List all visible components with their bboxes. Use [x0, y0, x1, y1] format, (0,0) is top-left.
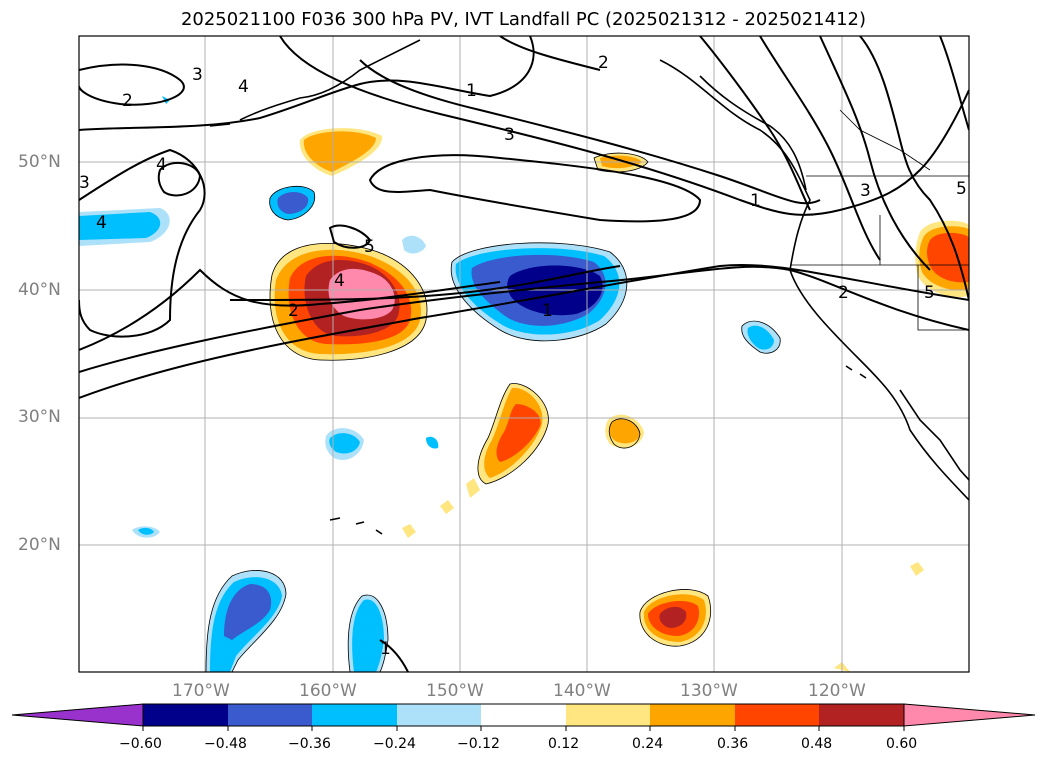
pv-label: 3 — [504, 125, 515, 145]
colorbar-tick-label: −0.48 — [204, 736, 247, 752]
pv-label: 5 — [364, 237, 375, 257]
lat-label: 20°N — [18, 535, 61, 555]
plot-area: 2 3 4 1 3 2 1 4 5 3 4 5 2 4 1 3 2 5 1 — [79, 36, 969, 672]
lon-label: 140°W — [553, 681, 611, 701]
pv-label: 1 — [542, 301, 553, 321]
colorbar-max-extend — [903, 703, 1036, 727]
colorbar-bin — [566, 704, 650, 726]
pv-label: 5 — [924, 283, 935, 303]
lon-label: 170°W — [172, 681, 230, 701]
lat-label: 40°N — [18, 280, 61, 300]
lon-label: 130°W — [680, 681, 738, 701]
pv-label: 1 — [380, 639, 391, 659]
colorbar-tick-label: −0.36 — [288, 736, 331, 752]
pv-labels: 2 3 4 1 3 2 1 4 5 3 4 5 2 4 1 3 2 5 1 — [79, 53, 967, 659]
pv-label: 2 — [122, 91, 133, 111]
pv-label: 2 — [598, 53, 609, 73]
colorbar-bin — [143, 704, 228, 726]
colorbar-bin — [481, 704, 566, 726]
ivt-outlines — [205, 152, 781, 672]
colorbar-tick-label: 0.36 — [717, 736, 749, 752]
pv-label: 1 — [750, 191, 761, 211]
colorbar-tick-label: −0.24 — [373, 736, 416, 752]
colorbar-tick-label: −0.12 — [457, 736, 500, 752]
lon-label: 150°W — [426, 681, 484, 701]
colorbar-tick-label: −0.60 — [119, 736, 162, 752]
pv-label: 4 — [156, 155, 167, 175]
colorbar-tick-label: 0.60 — [886, 736, 918, 752]
pv-label: 1 — [466, 81, 477, 101]
plot-frame — [78, 35, 970, 673]
lon-label: 160°W — [299, 681, 357, 701]
colorbar-bin — [312, 704, 397, 726]
pv-label: 3 — [79, 173, 90, 193]
pv-label: 4 — [96, 213, 107, 233]
pv-contours — [79, 36, 969, 672]
colorbar-bin — [397, 704, 481, 726]
borders — [790, 109, 969, 331]
pv-label: 5 — [956, 179, 967, 199]
pv-label: 4 — [334, 271, 345, 291]
lon-label: 120°W — [808, 681, 866, 701]
pv-label: 3 — [860, 181, 871, 201]
lat-label: 50°N — [18, 152, 61, 172]
colorbar-bin — [228, 704, 312, 726]
pv-label: 3 — [192, 65, 203, 85]
pv-label: 4 — [238, 77, 249, 97]
colorbar-tick-label: 0.24 — [632, 736, 664, 752]
pv-label: 2 — [288, 301, 299, 321]
pv-label: 2 — [838, 283, 849, 303]
colorbar-bin — [819, 704, 904, 726]
colorbar-bin — [735, 704, 819, 726]
colorbar-tick-label: 0.12 — [548, 736, 580, 752]
map-title: 2025021100 F036 300 hPa PV, IVT Landfall… — [180, 9, 867, 30]
colorbar-min-extend — [11, 703, 144, 727]
colorbar-bin — [650, 704, 735, 726]
colorbar-tick-label: 0.48 — [801, 736, 833, 752]
colorbar — [11, 703, 1036, 731]
lat-label: 30°N — [18, 407, 61, 427]
